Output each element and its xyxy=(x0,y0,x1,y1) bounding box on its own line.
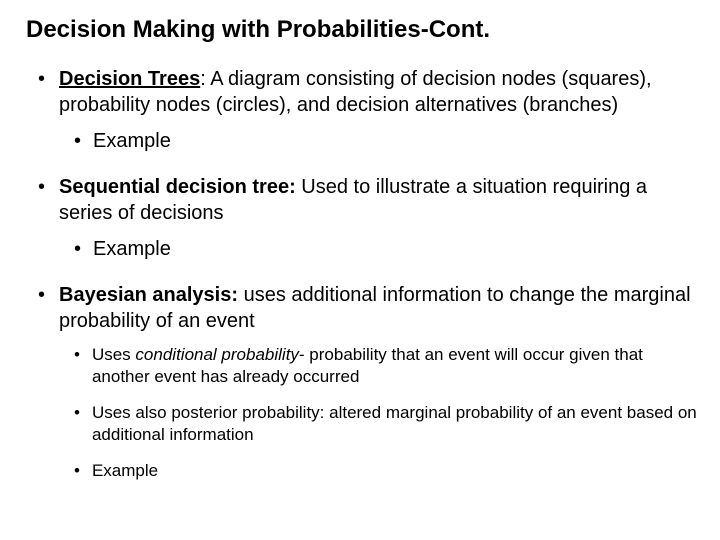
sub-text: Example xyxy=(93,128,171,154)
pre-text: Uses xyxy=(92,345,135,364)
sub-text: Uses also posterior probability: altered… xyxy=(92,402,700,446)
term-conditional: conditional probability xyxy=(135,345,299,364)
sub-text: Uses conditional probability- probabilit… xyxy=(92,344,700,388)
bullet-sequential: • Sequential decision tree: Used to illu… xyxy=(38,174,700,226)
term-decision-trees: Decision Trees xyxy=(59,68,200,90)
bullet-dot: • xyxy=(74,344,80,388)
bullet-dot: • xyxy=(38,66,45,118)
bullet-dot: • xyxy=(74,460,80,482)
bullet-dot: • xyxy=(74,128,81,154)
bullet-dot: • xyxy=(38,282,45,334)
sub-text: Example xyxy=(93,236,171,262)
bullet-dot: • xyxy=(74,402,80,446)
bullet-text: Bayesian analysis: uses additional infor… xyxy=(59,282,700,334)
term-sequential: Sequential decision tree: xyxy=(59,176,296,198)
sub-bullet-example-1: • Example xyxy=(74,128,700,154)
sub-bullet-example-2: • Example xyxy=(74,236,700,262)
bullet-decision-trees: • Decision Trees: A diagram consisting o… xyxy=(38,66,700,118)
slide-title: Decision Making with Probabilities-Cont. xyxy=(26,16,700,44)
sub-bullet-conditional: • Uses conditional probability- probabil… xyxy=(74,344,700,388)
sub-bullet-example-3: • Example xyxy=(74,460,700,482)
bullet-dot: • xyxy=(38,174,45,226)
sub-bullet-posterior: • Uses also posterior probability: alter… xyxy=(74,402,700,446)
bullet-text: Sequential decision tree: Used to illust… xyxy=(59,174,700,226)
term-bayesian: Bayesian analysis: xyxy=(59,284,238,306)
bullet-text: Decision Trees: A diagram consisting of … xyxy=(59,66,700,118)
bullet-dot: • xyxy=(74,236,81,262)
sub-text: Example xyxy=(92,460,158,482)
bullet-bayesian: • Bayesian analysis: uses additional inf… xyxy=(38,282,700,334)
